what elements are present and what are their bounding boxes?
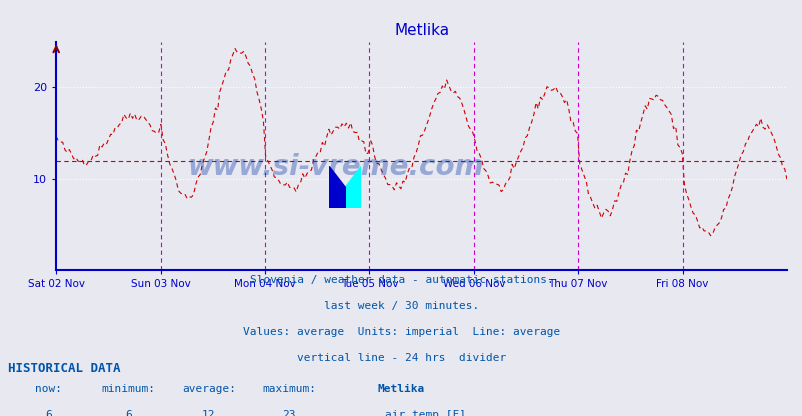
Text: Slovenia / weather data - automatic stations.: Slovenia / weather data - automatic stat… bbox=[249, 275, 553, 285]
Text: maximum:: maximum: bbox=[261, 384, 316, 394]
Text: HISTORICAL DATA: HISTORICAL DATA bbox=[8, 362, 120, 375]
Text: air temp.[F]: air temp.[F] bbox=[385, 410, 466, 416]
Text: vertical line - 24 hrs  divider: vertical line - 24 hrs divider bbox=[297, 353, 505, 364]
Text: Values: average  Units: imperial  Line: average: Values: average Units: imperial Line: av… bbox=[242, 327, 560, 337]
Polygon shape bbox=[345, 166, 361, 208]
Text: 6: 6 bbox=[45, 410, 51, 416]
Text: 6: 6 bbox=[125, 410, 132, 416]
Text: average:: average: bbox=[181, 384, 236, 394]
Text: 12: 12 bbox=[202, 410, 215, 416]
Text: now:: now: bbox=[34, 384, 62, 394]
Text: Metlika: Metlika bbox=[377, 384, 424, 394]
Title: Metlika: Metlika bbox=[394, 22, 448, 38]
Text: last week / 30 minutes.: last week / 30 minutes. bbox=[323, 301, 479, 311]
Text: minimum:: minimum: bbox=[101, 384, 156, 394]
Text: www.si-vreme.com: www.si-vreme.com bbox=[188, 154, 484, 181]
Text: 23: 23 bbox=[282, 410, 295, 416]
Polygon shape bbox=[329, 166, 345, 208]
